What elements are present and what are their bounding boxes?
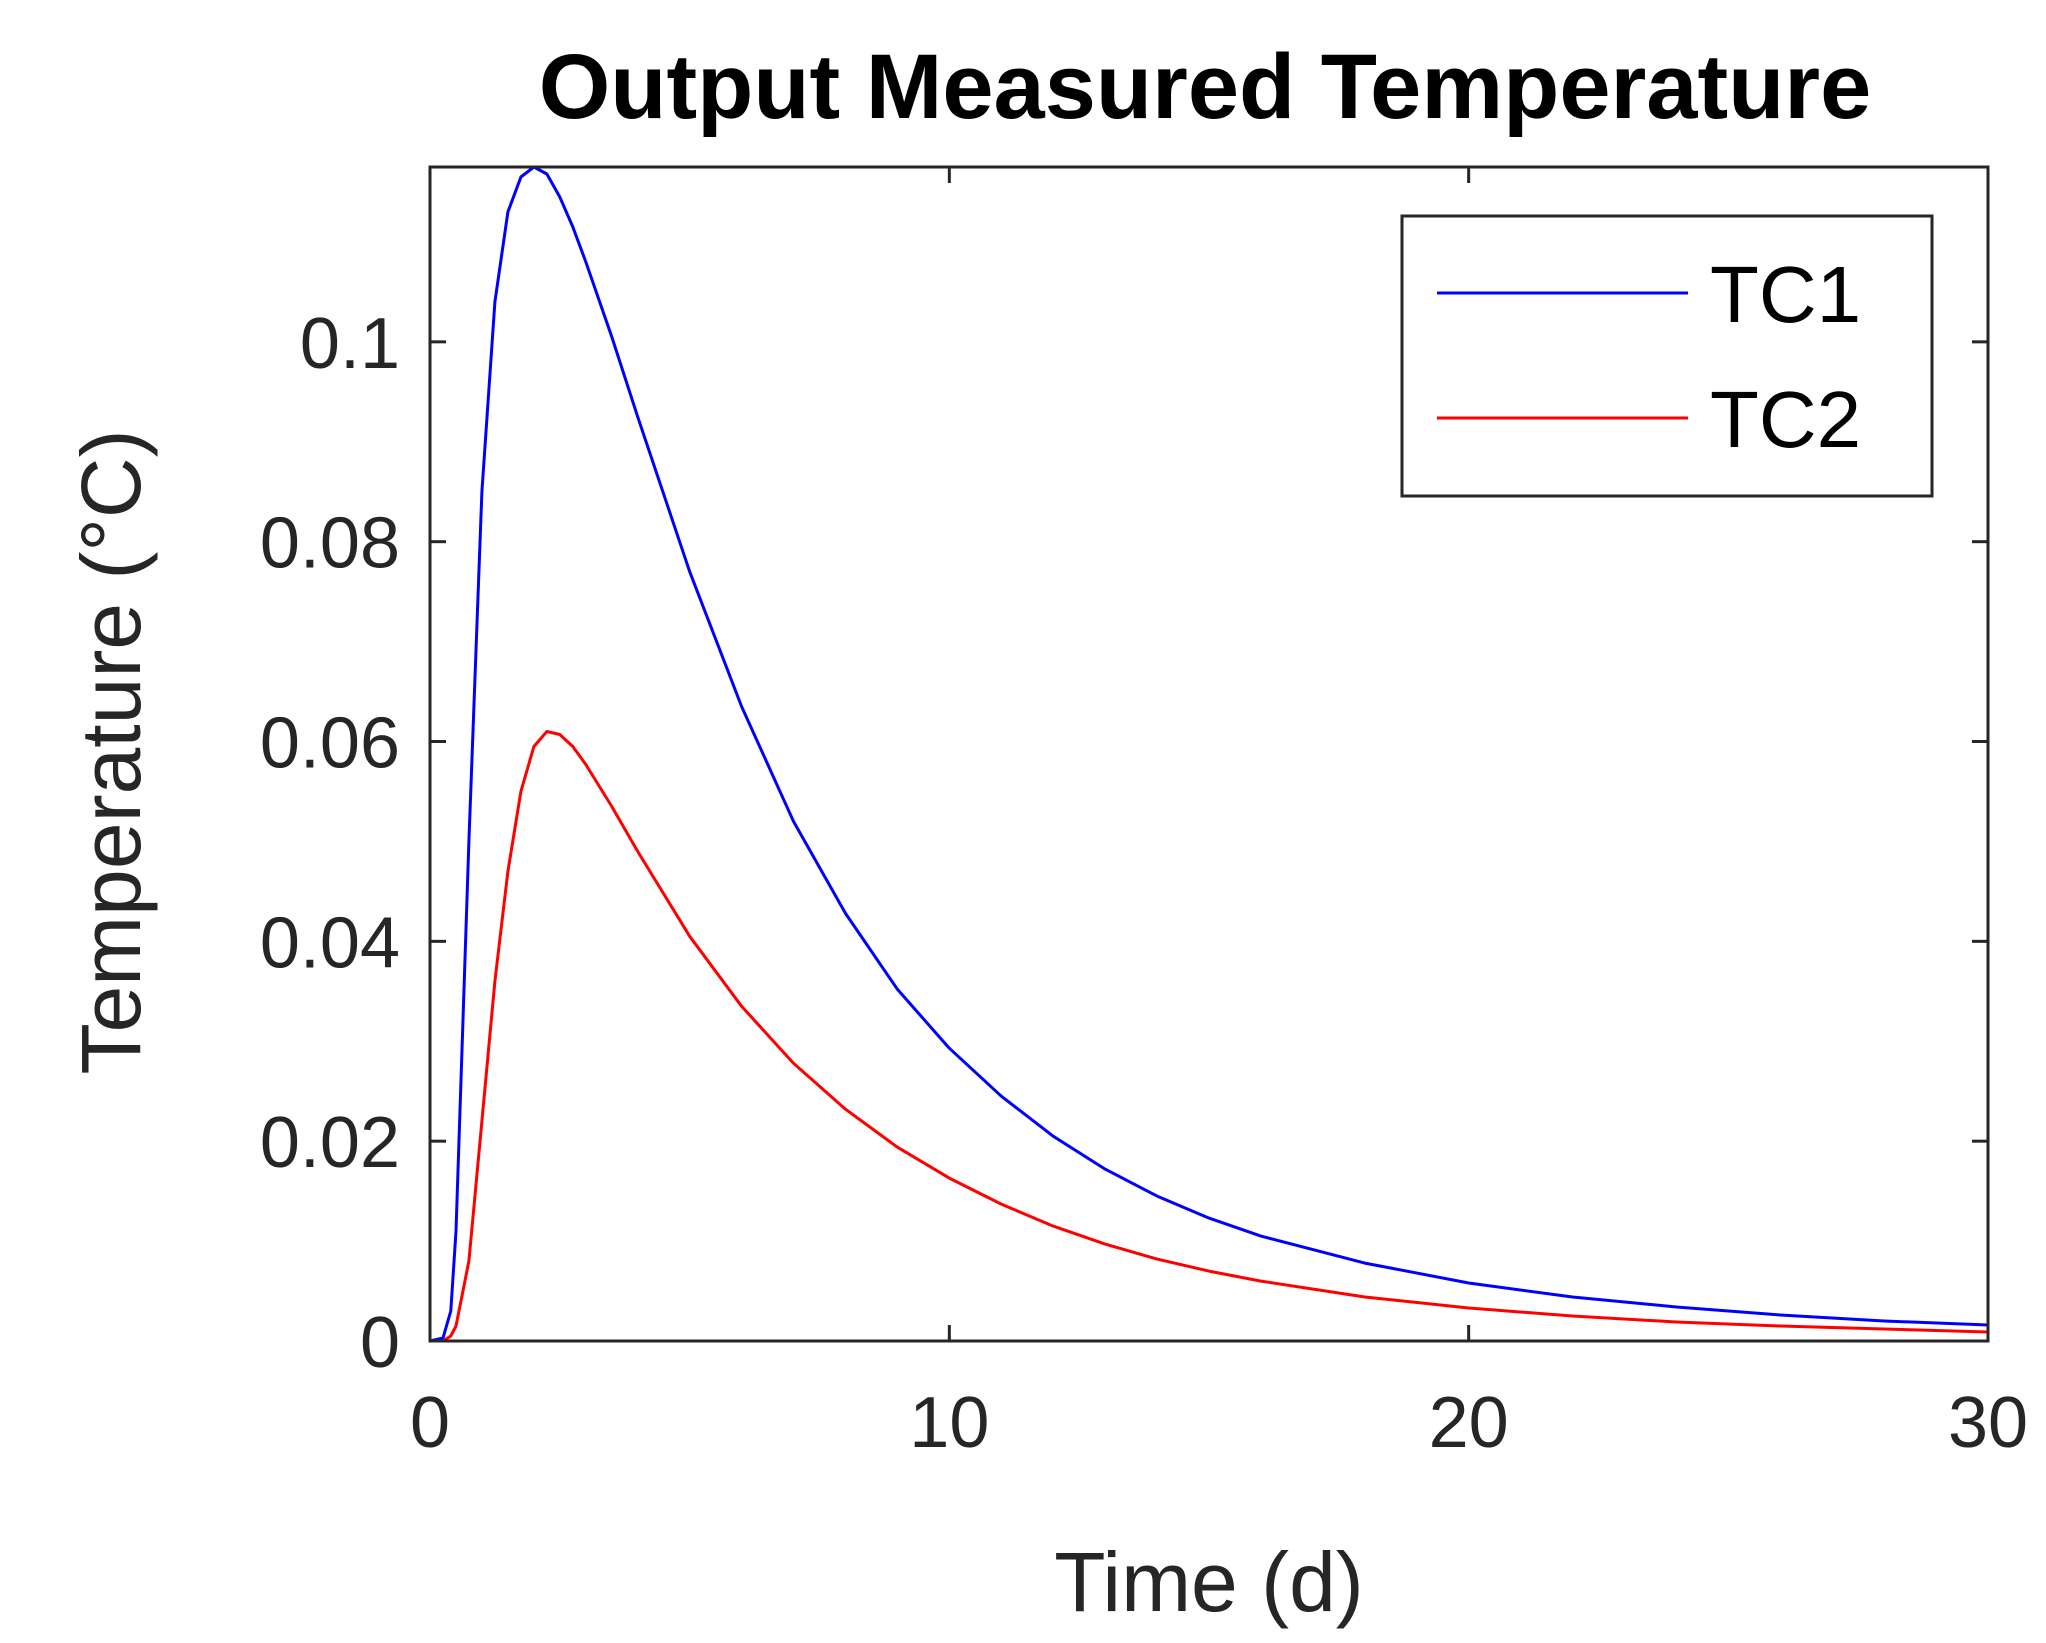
y-tick-label: 0.02 <box>260 1103 400 1183</box>
y-tick-labels: 0 0.02 0.04 0.06 0.08 0.1 <box>260 304 400 1383</box>
legend-label-tc2: TC2 <box>1710 375 1861 464</box>
y-tick-label: 0.06 <box>260 704 400 784</box>
y-tick-label: 0.1 <box>300 304 400 384</box>
x-tick-label: 20 <box>1429 1383 1509 1463</box>
tick-marks <box>428 167 1990 1343</box>
legend-label-tc1: TC1 <box>1710 250 1861 339</box>
plot-area <box>429 165 1989 1343</box>
legend-box <box>1400 214 1934 498</box>
series-line-tc2 <box>430 730 1989 1343</box>
chart-title: Output Measured Temperature <box>539 36 1872 138</box>
legend: TC1 TC2 <box>1400 214 1934 498</box>
y-axis-label: Temperature (°C) <box>64 429 158 1074</box>
y-tick-label: 0.08 <box>260 504 400 584</box>
x-tick-label: 0 <box>410 1383 450 1463</box>
x-tick-label: 10 <box>909 1383 989 1463</box>
x-tick-label: 30 <box>1948 1383 2028 1463</box>
axes-box <box>428 165 1990 1343</box>
series-line-tc1 <box>429 165 1989 1343</box>
y-tick-label: 0 <box>360 1303 400 1383</box>
x-axis-label: Time (d) <box>1054 1535 1364 1629</box>
y-tick-label: 0.04 <box>260 903 400 983</box>
x-tick-labels: 0 10 20 30 <box>410 1383 2028 1463</box>
